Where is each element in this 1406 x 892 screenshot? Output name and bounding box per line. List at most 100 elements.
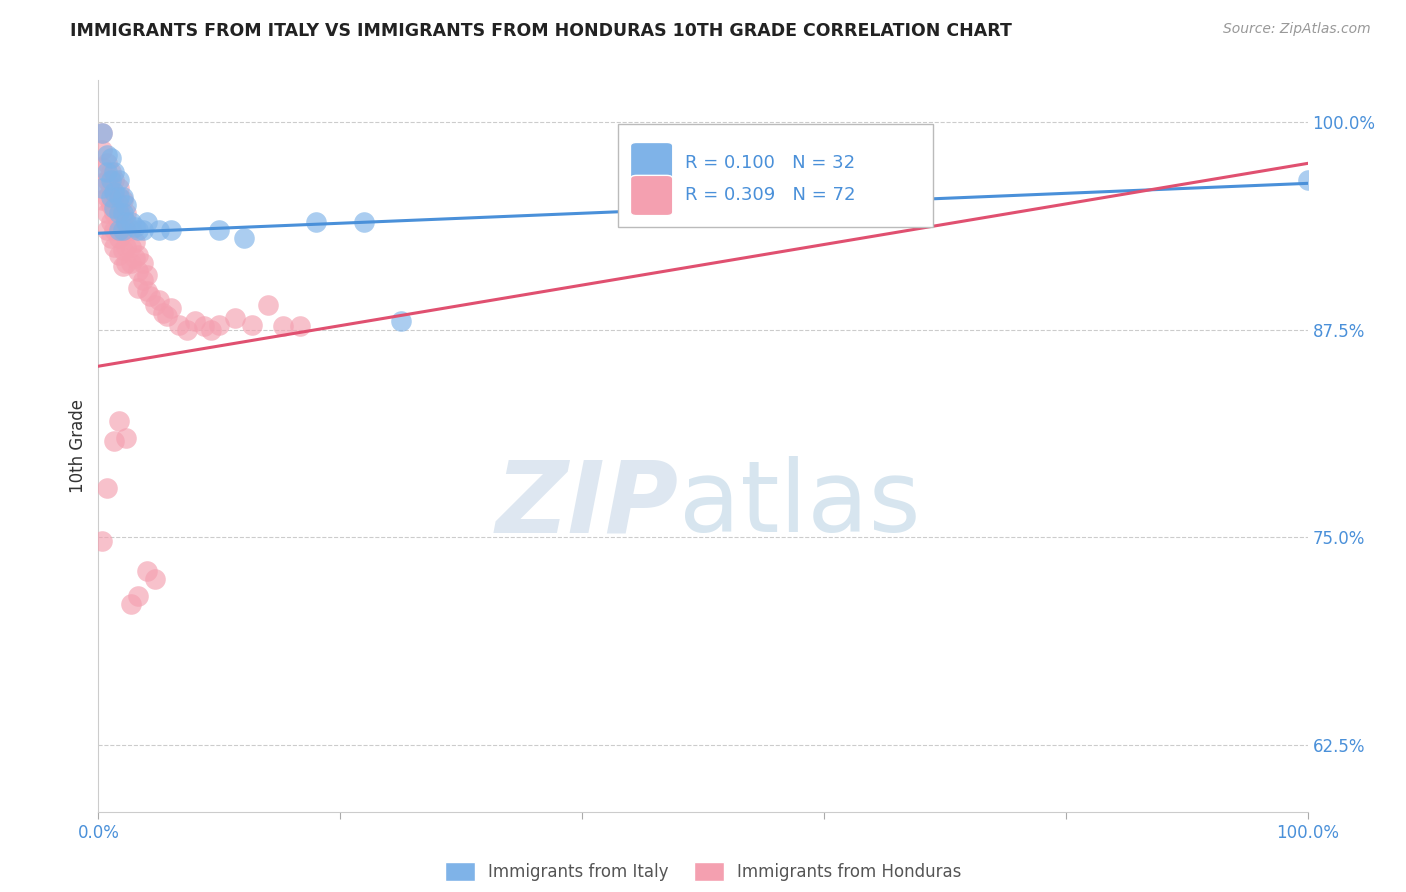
Point	[127, 223, 149, 237]
Point	[184, 314, 207, 328]
Text: R = 0.100   N = 32: R = 0.100 N = 32	[685, 153, 855, 171]
Point	[91, 127, 114, 141]
Point	[124, 235, 146, 249]
Point	[96, 164, 118, 178]
Point	[143, 298, 166, 312]
Point	[193, 319, 215, 334]
Point	[232, 231, 254, 245]
Point	[100, 189, 122, 203]
Point	[103, 223, 125, 237]
Point	[224, 310, 246, 325]
Point	[103, 434, 125, 448]
Point	[256, 298, 278, 312]
Point	[91, 143, 114, 157]
Point	[111, 223, 134, 237]
Text: IMMIGRANTS FROM ITALY VS IMMIGRANTS FROM HONDURAS 10TH GRADE CORRELATION CHART: IMMIGRANTS FROM ITALY VS IMMIGRANTS FROM…	[70, 22, 1012, 40]
Point	[103, 173, 125, 187]
Point	[115, 431, 138, 445]
Point	[120, 597, 142, 611]
Text: R = 0.309   N = 72: R = 0.309 N = 72	[685, 186, 855, 204]
Text: ZIP: ZIP	[496, 456, 679, 553]
Point	[100, 231, 122, 245]
Point	[160, 301, 183, 315]
Point	[135, 268, 157, 282]
Point	[305, 214, 328, 228]
Point	[91, 127, 114, 141]
Point	[91, 160, 114, 174]
Y-axis label: 10th Grade: 10th Grade	[69, 399, 87, 493]
Point	[115, 206, 138, 220]
Point	[111, 243, 134, 257]
Point	[91, 181, 114, 195]
Point	[111, 210, 134, 224]
Point	[108, 206, 131, 220]
Point	[139, 289, 162, 303]
Point	[148, 293, 170, 307]
Point	[1296, 173, 1319, 187]
Point	[135, 564, 157, 578]
Point	[208, 223, 231, 237]
Point	[111, 189, 134, 203]
Point	[152, 306, 174, 320]
Point	[111, 226, 134, 240]
Point	[103, 189, 125, 203]
Point	[103, 206, 125, 220]
Point	[96, 173, 118, 187]
Point	[120, 256, 142, 270]
Point	[124, 219, 146, 234]
Point	[176, 323, 198, 337]
Point	[127, 264, 149, 278]
Point	[96, 481, 118, 495]
Point	[156, 310, 179, 324]
FancyBboxPatch shape	[630, 176, 672, 216]
Point	[115, 256, 138, 270]
Point	[96, 223, 118, 237]
Point	[353, 214, 375, 228]
Point	[127, 589, 149, 603]
Point	[115, 214, 138, 228]
Point	[108, 214, 131, 228]
Point	[132, 223, 155, 237]
Point	[127, 281, 149, 295]
Point	[103, 164, 125, 178]
Point	[208, 318, 231, 332]
FancyBboxPatch shape	[630, 143, 672, 183]
Point	[91, 193, 114, 207]
Point	[115, 198, 138, 212]
Point	[103, 239, 125, 253]
Point	[108, 189, 131, 203]
Point	[100, 181, 122, 195]
FancyBboxPatch shape	[619, 124, 932, 227]
Point	[96, 189, 118, 203]
Point	[273, 319, 295, 334]
Point	[290, 319, 312, 334]
Point	[115, 223, 138, 237]
Point	[100, 152, 122, 166]
Point	[115, 239, 138, 253]
Point	[148, 223, 170, 237]
Text: atlas: atlas	[679, 456, 921, 553]
Point	[100, 214, 122, 228]
Point	[160, 223, 183, 237]
Point	[127, 248, 149, 262]
Point	[108, 414, 131, 428]
Point	[111, 260, 134, 274]
Point	[135, 214, 157, 228]
Point	[143, 572, 166, 586]
Point	[103, 185, 125, 199]
Point	[132, 273, 155, 287]
Point	[108, 223, 131, 237]
Point	[120, 239, 142, 253]
Point	[96, 156, 118, 170]
Point	[240, 318, 263, 332]
Point	[91, 177, 114, 191]
Point	[389, 314, 412, 328]
Point	[100, 173, 122, 187]
Point	[200, 323, 222, 337]
Point	[96, 148, 118, 162]
Point	[120, 214, 142, 228]
Point	[100, 198, 122, 212]
Point	[100, 164, 122, 178]
Point	[120, 223, 142, 237]
Point	[135, 285, 157, 299]
